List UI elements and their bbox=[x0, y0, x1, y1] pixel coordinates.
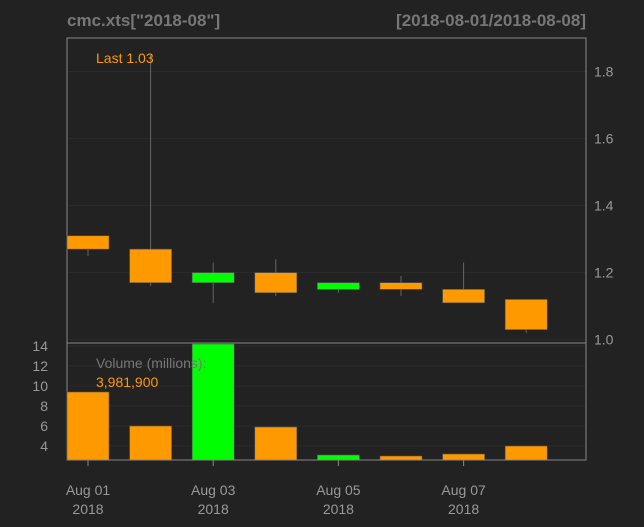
x-axis: Aug 01 2018 Aug 03 2018 Aug 05 2018 Aug 07 2018 bbox=[66, 459, 586, 517]
volume-panel: 4 6 8 10 12 14 Volume (millions): 3,981,900 bbox=[32, 338, 587, 461]
candle-body bbox=[129, 248, 172, 283]
price-panel: 1.0 1.2 1.4 1.6 1.8 Last 1.03 bbox=[66, 37, 614, 348]
x-tick-label-day: Aug 03 bbox=[191, 482, 236, 498]
x-tick-label-year: 2018 bbox=[198, 501, 229, 517]
price-tick-label: 1.6 bbox=[594, 131, 614, 147]
volume-gridlines bbox=[67, 345, 586, 447]
volume-bar bbox=[191, 343, 235, 461]
volume-bar bbox=[66, 391, 110, 461]
last-price-label: Last 1.03 bbox=[96, 50, 154, 66]
volume-label: Volume (millions): bbox=[96, 355, 206, 371]
candle-body bbox=[254, 272, 298, 294]
candle-body bbox=[66, 235, 110, 250]
volume-bar bbox=[254, 426, 298, 461]
volume-bar bbox=[317, 454, 360, 461]
volume-tick-label: 12 bbox=[32, 358, 48, 374]
volume-tick-label: 4 bbox=[40, 438, 48, 454]
x-tick-label-year: 2018 bbox=[323, 501, 354, 517]
volume-y-axis: 4 6 8 10 12 14 bbox=[32, 338, 48, 454]
x-tick-label-day: Aug 01 bbox=[66, 482, 111, 498]
price-tick-label: 1.8 bbox=[594, 64, 614, 80]
candle-body bbox=[379, 282, 423, 290]
volume-tick-label: 6 bbox=[40, 418, 48, 434]
price-tick-label: 1.4 bbox=[594, 198, 614, 214]
candle-body bbox=[442, 289, 485, 304]
price-tick-label: 1.2 bbox=[594, 265, 614, 281]
price-tick-label: 1.0 bbox=[594, 332, 614, 348]
volume-bars bbox=[66, 343, 548, 461]
x-tick-label-day: Aug 07 bbox=[441, 482, 486, 498]
volume-tick-label: 14 bbox=[32, 338, 48, 354]
volume-bar bbox=[379, 455, 423, 461]
x-tick-label-year: 2018 bbox=[448, 501, 479, 517]
volume-bar bbox=[129, 425, 172, 461]
candle-body bbox=[191, 272, 235, 283]
candle-body bbox=[317, 282, 360, 290]
chart-date-range: [2018-08-01/2018-08-08] bbox=[396, 11, 586, 30]
volume-bar bbox=[442, 453, 485, 461]
candle-body bbox=[504, 299, 548, 330]
candles bbox=[66, 54, 548, 333]
volume-tick-label: 10 bbox=[32, 378, 48, 394]
x-tick-label-day: Aug 05 bbox=[316, 482, 361, 498]
price-y-axis: 1.0 1.2 1.4 1.6 1.8 bbox=[594, 64, 614, 348]
volume-tick-label: 8 bbox=[40, 398, 48, 414]
volume-bar bbox=[504, 445, 548, 461]
last-volume-value: 3,981,900 bbox=[96, 374, 158, 390]
chart-title: cmc.xts["2018-08"] bbox=[67, 11, 220, 30]
x-tick-label-year: 2018 bbox=[72, 501, 103, 517]
